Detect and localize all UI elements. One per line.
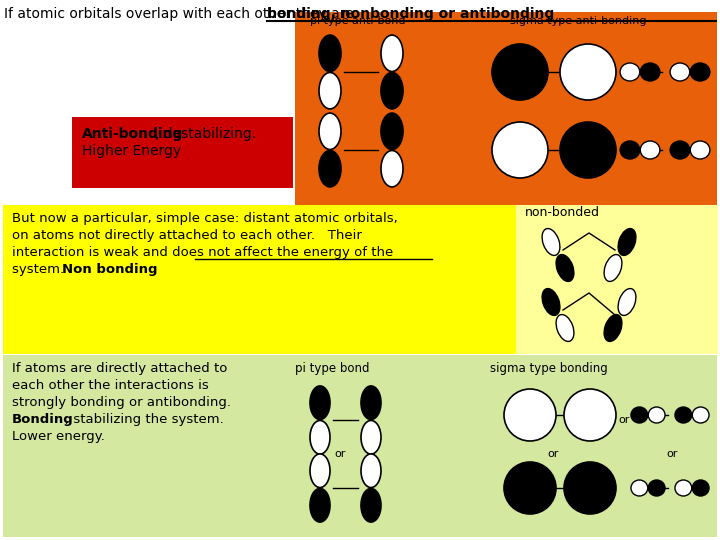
Ellipse shape <box>564 389 616 441</box>
Ellipse shape <box>504 389 556 441</box>
Ellipse shape <box>675 407 692 423</box>
Text: Anti-bonding: Anti-bonding <box>82 127 184 141</box>
Ellipse shape <box>319 35 341 71</box>
Ellipse shape <box>692 407 709 423</box>
Ellipse shape <box>542 228 560 255</box>
Ellipse shape <box>604 254 622 281</box>
Ellipse shape <box>556 254 574 281</box>
Ellipse shape <box>648 480 665 496</box>
Ellipse shape <box>640 63 660 81</box>
Ellipse shape <box>690 63 710 81</box>
FancyBboxPatch shape <box>3 355 717 537</box>
Ellipse shape <box>564 462 616 514</box>
FancyBboxPatch shape <box>295 12 717 257</box>
Text: sigma type anti-bonding: sigma type anti-bonding <box>510 16 647 26</box>
Ellipse shape <box>670 63 690 81</box>
Ellipse shape <box>492 44 548 100</box>
Ellipse shape <box>319 151 341 187</box>
Ellipse shape <box>618 288 636 315</box>
Ellipse shape <box>604 315 622 341</box>
Text: , stabilizing the system.: , stabilizing the system. <box>65 413 224 426</box>
Text: non-bonded: non-bonded <box>525 206 600 219</box>
Ellipse shape <box>670 141 690 159</box>
Text: strongly bonding or antibonding.: strongly bonding or antibonding. <box>12 396 231 409</box>
Text: , destabilizing.: , destabilizing. <box>155 127 256 141</box>
Ellipse shape <box>648 407 665 423</box>
Ellipse shape <box>381 35 403 71</box>
Text: or: or <box>666 449 678 459</box>
Text: But now a particular, simple case: distant atomic orbitals,: But now a particular, simple case: dista… <box>12 212 397 225</box>
Text: Non bonding: Non bonding <box>62 263 158 276</box>
Text: or: or <box>618 415 629 425</box>
Ellipse shape <box>620 63 639 81</box>
Text: pi type bond: pi type bond <box>295 362 369 375</box>
Ellipse shape <box>361 386 381 420</box>
FancyBboxPatch shape <box>72 117 293 188</box>
Ellipse shape <box>381 151 403 187</box>
Text: pi type anti-bond: pi type anti-bond <box>310 16 405 26</box>
Ellipse shape <box>361 454 381 488</box>
Text: or: or <box>334 449 346 459</box>
Ellipse shape <box>692 480 709 496</box>
Text: bonding, nonbonding or antibonding: bonding, nonbonding or antibonding <box>267 7 554 21</box>
Text: or: or <box>547 449 559 459</box>
Ellipse shape <box>631 480 648 496</box>
Ellipse shape <box>381 113 403 150</box>
Text: each other the interactions is: each other the interactions is <box>12 379 209 392</box>
Text: If atomic orbitals overlap with each other they are: If atomic orbitals overlap with each oth… <box>4 7 358 21</box>
Ellipse shape <box>556 315 574 341</box>
Ellipse shape <box>640 141 660 159</box>
Ellipse shape <box>675 480 692 496</box>
Ellipse shape <box>504 462 556 514</box>
Text: on atoms not directly attached to each other.   Their: on atoms not directly attached to each o… <box>12 229 362 242</box>
Ellipse shape <box>361 489 381 522</box>
Text: interaction is weak and does not affect the energy of the: interaction is weak and does not affect … <box>12 246 393 259</box>
Ellipse shape <box>560 44 616 100</box>
Ellipse shape <box>361 421 381 454</box>
Ellipse shape <box>310 421 330 454</box>
Text: If atoms are directly attached to: If atoms are directly attached to <box>12 362 228 375</box>
Ellipse shape <box>560 122 616 178</box>
Text: Higher Energy: Higher Energy <box>82 144 181 158</box>
FancyBboxPatch shape <box>516 205 718 354</box>
Ellipse shape <box>690 141 710 159</box>
Text: sigma type bonding: sigma type bonding <box>490 362 608 375</box>
Ellipse shape <box>310 454 330 488</box>
Ellipse shape <box>620 141 639 159</box>
Text: Lower energy.: Lower energy. <box>12 430 105 443</box>
FancyBboxPatch shape <box>3 205 517 354</box>
Ellipse shape <box>310 489 330 522</box>
Ellipse shape <box>631 407 648 423</box>
Ellipse shape <box>319 72 341 109</box>
Text: Bonding: Bonding <box>12 413 73 426</box>
Ellipse shape <box>492 122 548 178</box>
Ellipse shape <box>542 288 560 315</box>
Ellipse shape <box>319 113 341 150</box>
Ellipse shape <box>310 386 330 420</box>
Ellipse shape <box>618 228 636 255</box>
Text: system.: system. <box>12 263 68 276</box>
Ellipse shape <box>381 72 403 109</box>
